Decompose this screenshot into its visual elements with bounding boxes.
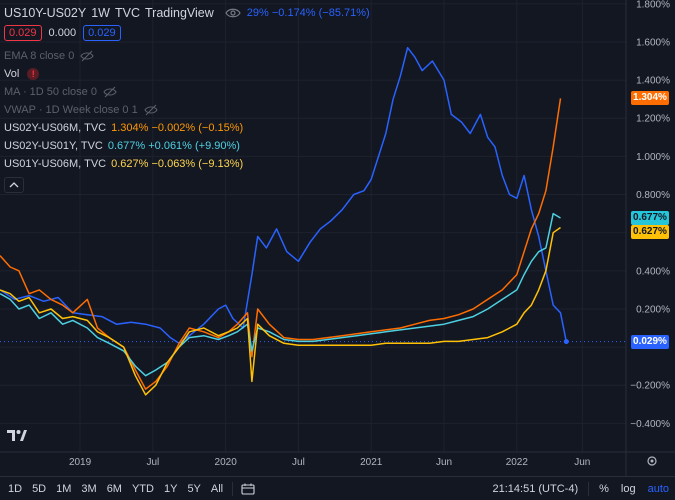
indicator-ema-label: EMA 8 close 0	[4, 50, 75, 62]
compare-label: US01Y-US06M, TVC	[4, 158, 107, 170]
log-scale-toggle[interactable]: log	[620, 482, 636, 495]
indicator-vol-label: Vol	[4, 68, 20, 80]
eye-off-icon[interactable]	[144, 104, 158, 116]
y-tick-label: 0.200%	[636, 304, 670, 315]
indicator-ma[interactable]: MA · 1D 50 close 0	[4, 83, 370, 101]
indicator-vwap[interactable]: VWAP · 1D Week close 0 1	[4, 101, 370, 119]
timeframe-all[interactable]: All	[210, 482, 224, 495]
sell-price-button[interactable]: 0.029	[4, 25, 42, 41]
indicator-vwap-label: VWAP · 1D Week close 0 1	[4, 104, 138, 116]
symbol-source: TVC	[114, 6, 140, 20]
y-tick-label: 1.000%	[636, 152, 670, 163]
toolbar-right: 21:14:51 (UTC-4) % log auto	[487, 481, 675, 496]
compare-series-2[interactable]: US01Y-US06M, TVC 0.627% −0.063% (−9.13%)	[4, 155, 370, 173]
toolbar-divider	[588, 481, 590, 496]
symbol-name[interactable]: US10Y-US02Y	[4, 6, 87, 20]
y-tick-label: 1.400%	[636, 76, 670, 87]
x-tick-label: 2021	[360, 457, 383, 468]
x-tick-label: 2020	[215, 457, 238, 468]
compare-value: 1.304% −0.002% (−0.15%)	[111, 122, 244, 134]
price-tag: 0.627%	[631, 224, 669, 239]
chevron-up-icon	[9, 178, 19, 192]
main-series-header[interactable]: US10Y-US02Y 1W TVC TradingView 29% −0.17…	[4, 4, 370, 22]
y-tick-label: −0.200%	[630, 381, 670, 392]
compare-label: US02Y-US01Y, TVC	[4, 140, 103, 152]
series-line-3	[0, 226, 561, 396]
warning-icon[interactable]: !	[27, 68, 40, 80]
eye-off-icon[interactable]	[103, 86, 117, 98]
x-tick-label: Jun	[436, 457, 452, 468]
y-tick-label: 1.800%	[636, 0, 670, 10]
y-tick-label: 0.400%	[636, 266, 670, 277]
y-tick-label: 0.800%	[636, 190, 670, 201]
y-tick-label: 1.200%	[636, 114, 670, 125]
x-tick-label: Jun	[574, 457, 590, 468]
y-tick-label: −0.400%	[630, 419, 670, 430]
bottom-toolbar: 1D 5D 1M 3M 6M YTD 1Y 5Y All 21:14:51 (U…	[0, 476, 675, 500]
platform-name: TradingView	[144, 6, 214, 20]
compare-series-0[interactable]: US02Y-US06M, TVC 1.304% −0.002% (−0.15%)	[4, 119, 370, 137]
settings-icon[interactable]	[647, 456, 657, 466]
timeframe-ytd[interactable]: YTD	[131, 482, 154, 495]
legend-collapse-button[interactable]	[4, 177, 24, 193]
indicator-vol[interactable]: Vol !	[4, 65, 370, 83]
timeframe-6m[interactable]: 6M	[106, 482, 122, 495]
symbol-interval[interactable]: 1W	[91, 6, 110, 20]
compare-value: 0.677% +0.061% (+9.90%)	[107, 140, 240, 152]
compare-series-1[interactable]: US02Y-US01Y, TVC 0.677% +0.061% (+9.90%)	[4, 137, 370, 155]
trade-buttons: 0.029 0.000 0.029	[4, 25, 370, 41]
series-line-1	[0, 98, 562, 390]
eye-off-icon[interactable]	[80, 50, 94, 62]
chart-legend: US10Y-US02Y 1W TVC TradingView 29% −0.17…	[4, 4, 370, 193]
price-tag: 0.677%	[631, 210, 669, 225]
timeframe-3m[interactable]: 3M	[81, 482, 97, 495]
calendar-range-icon[interactable]	[237, 483, 259, 495]
auto-scale-toggle[interactable]: auto	[647, 482, 669, 495]
y-tick-label: 1.600%	[636, 37, 670, 48]
timeframe-1y[interactable]: 1Y	[163, 482, 178, 495]
price-tag: 1.304%	[631, 91, 669, 106]
indicator-ma-label: MA · 1D 50 close 0	[4, 86, 97, 98]
timeframe-1d[interactable]: 1D	[8, 482, 23, 495]
timeframe-1m[interactable]: 1M	[56, 482, 72, 495]
buy-price-button[interactable]: 0.029	[83, 25, 121, 41]
x-tick-label: Jul	[146, 457, 159, 468]
x-tick-label: 2022	[506, 457, 529, 468]
x-tick-label: 2019	[69, 457, 92, 468]
tradingview-logo-icon[interactable]	[7, 428, 27, 442]
timeframe-5y[interactable]: 5Y	[187, 482, 201, 495]
eye-icon[interactable]	[225, 7, 241, 19]
compare-value: 0.627% −0.063% (−9.13%)	[111, 158, 244, 170]
last-point-marker	[563, 339, 569, 345]
timeframe-5d[interactable]: 5D	[32, 482, 47, 495]
clock-time[interactable]: 21:14:51 (UTC-4)	[492, 482, 579, 495]
x-tick-label: Jul	[292, 457, 305, 468]
compare-label: US02Y-US06M, TVC	[4, 122, 107, 134]
indicator-ema[interactable]: EMA 8 close 0	[4, 47, 370, 65]
main-quote: 29% −0.174% (−85.71%)	[246, 7, 370, 19]
series-line-0	[0, 46, 568, 345]
price-tag: 0.029%	[631, 334, 669, 349]
spread-value: 0.000	[48, 27, 77, 39]
percent-scale-toggle[interactable]: %	[599, 482, 609, 495]
toolbar-divider	[232, 481, 234, 496]
